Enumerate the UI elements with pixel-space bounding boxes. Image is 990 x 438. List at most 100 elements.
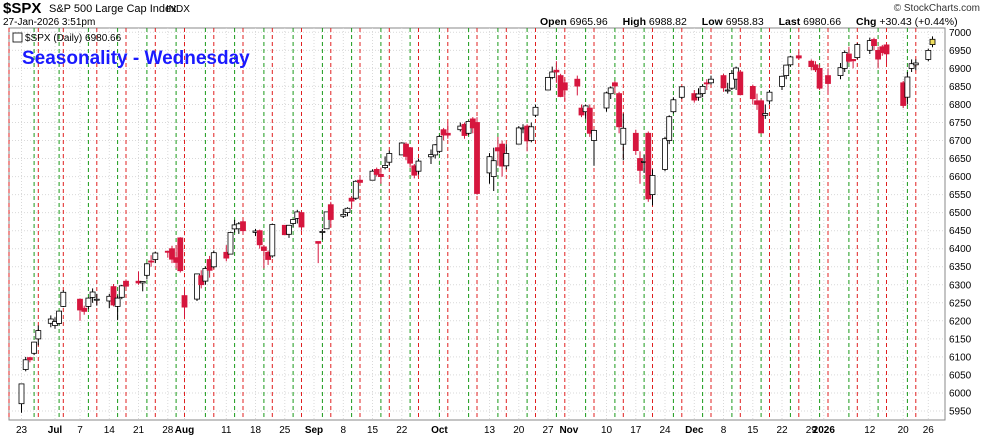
candle-body: [352, 180, 359, 199]
y-tick-label: 6050: [949, 370, 972, 381]
candle-body: [22, 359, 29, 370]
candle-body: [290, 219, 297, 224]
candle-body: [344, 207, 351, 214]
chart-datetime: 27-Jan-2026 3:51pm: [3, 17, 96, 28]
candle-body: [703, 82, 710, 85]
candle-body: [808, 60, 815, 68]
legend-swatch: [12, 32, 23, 43]
x-tick-label: 11: [221, 425, 232, 436]
x-tick-label: 25: [279, 425, 291, 436]
y-tick-label: 7000: [949, 28, 972, 39]
candle-body: [373, 168, 380, 175]
legend: $SPX (Daily) 6980.66: [12, 32, 122, 44]
candle-body: [415, 160, 422, 172]
candle-body: [319, 230, 326, 233]
candle-body: [490, 160, 497, 177]
candle-body: [871, 39, 877, 46]
candle-body: [787, 56, 794, 66]
candle-body: [737, 71, 744, 96]
low-quote: Low 6958.83: [702, 16, 770, 28]
x-tick-label: Aug: [175, 425, 194, 436]
y-tick-label: 6350: [949, 262, 972, 273]
y-tick-label: 6850: [949, 82, 972, 93]
candle-body: [783, 64, 790, 76]
exchange-label: INDX: [166, 4, 190, 15]
candle-body: [825, 75, 831, 84]
candle-body: [377, 173, 384, 177]
security-name: S&P 500 Large Cap Index: [49, 3, 177, 15]
x-tick-label: 15: [747, 425, 759, 436]
x-tick-label: 15: [367, 425, 379, 436]
candle-body: [89, 291, 96, 298]
x-tick-label: 22: [396, 425, 408, 436]
candle-body: [169, 248, 175, 260]
candles: [18, 36, 936, 413]
candle-body: [670, 99, 677, 113]
candle-body: [260, 246, 267, 251]
y-tick-label: 6800: [949, 100, 972, 111]
candle-body: [591, 129, 597, 141]
x-tick-label: 22: [776, 425, 788, 436]
candle-body: [545, 77, 551, 91]
y-tick-label: 6700: [949, 136, 972, 147]
change-quote: Chg +30.43 (+0.44%): [856, 16, 964, 28]
x-tick-label: 12: [864, 425, 876, 436]
x-tick-label: Dec: [685, 425, 704, 436]
candle-body: [603, 92, 610, 109]
x-tick-label: 27: [542, 425, 554, 436]
candle-body: [123, 280, 129, 287]
candle-body: [607, 87, 614, 95]
y-tick-label: 6900: [949, 64, 972, 75]
candle-body: [695, 93, 702, 98]
candle-body: [846, 53, 852, 62]
candle-body: [528, 126, 535, 141]
candle-body: [908, 63, 915, 69]
x-tick-label: 24: [659, 425, 671, 436]
candle-body: [561, 82, 568, 91]
candle-body: [114, 297, 121, 307]
y-tick-label: 5950: [949, 407, 972, 418]
candle-body: [816, 68, 823, 89]
x-tick-label: 8: [721, 425, 727, 436]
candle-body: [81, 307, 88, 312]
candle-body: [118, 285, 125, 298]
candle-body: [386, 153, 393, 163]
candle-body: [181, 295, 188, 308]
x-tick-label: Sep: [305, 425, 323, 436]
candle-body: [323, 211, 330, 230]
x-tick-label: 21: [133, 425, 145, 436]
candle-body: [758, 100, 764, 134]
y-tick-label: 6150: [949, 334, 972, 345]
x-tick-label: 2026: [813, 425, 836, 436]
candle-body: [729, 73, 735, 89]
open-label: Open: [540, 16, 567, 28]
candle-body: [574, 78, 581, 87]
low-value: 6958.83: [725, 16, 764, 28]
y-tick-label: 6400: [949, 244, 972, 255]
x-axis: 23 Jul 7 14 21 28 Aug 11 18 25 Sep 8 15 22 Oct 13 20 27 No…: [16, 425, 934, 436]
candle-body: [26, 357, 33, 361]
x-tick-label: Oct: [431, 425, 448, 436]
candle-body: [77, 298, 83, 311]
candle-body: [110, 286, 117, 306]
candle-body: [223, 251, 230, 259]
x-tick-label: 23: [16, 425, 28, 436]
candle-body: [35, 330, 42, 340]
open-value: 6965.96: [569, 16, 608, 28]
x-tick-label: 26: [923, 425, 935, 436]
candle-body: [620, 127, 627, 145]
x-tick-label: 13: [484, 425, 496, 436]
candle-body: [315, 241, 322, 244]
source-credit: © StockCharts.com: [893, 3, 980, 14]
candle-body: [632, 132, 639, 152]
candle-body: [85, 297, 92, 307]
high-value: 6988.82: [648, 16, 687, 28]
candle-body: [929, 38, 936, 45]
candle-body: [440, 129, 447, 136]
candle-body: [904, 76, 911, 98]
candle-body: [532, 106, 539, 116]
candle-body: [18, 383, 25, 405]
candle-body: [269, 224, 276, 257]
